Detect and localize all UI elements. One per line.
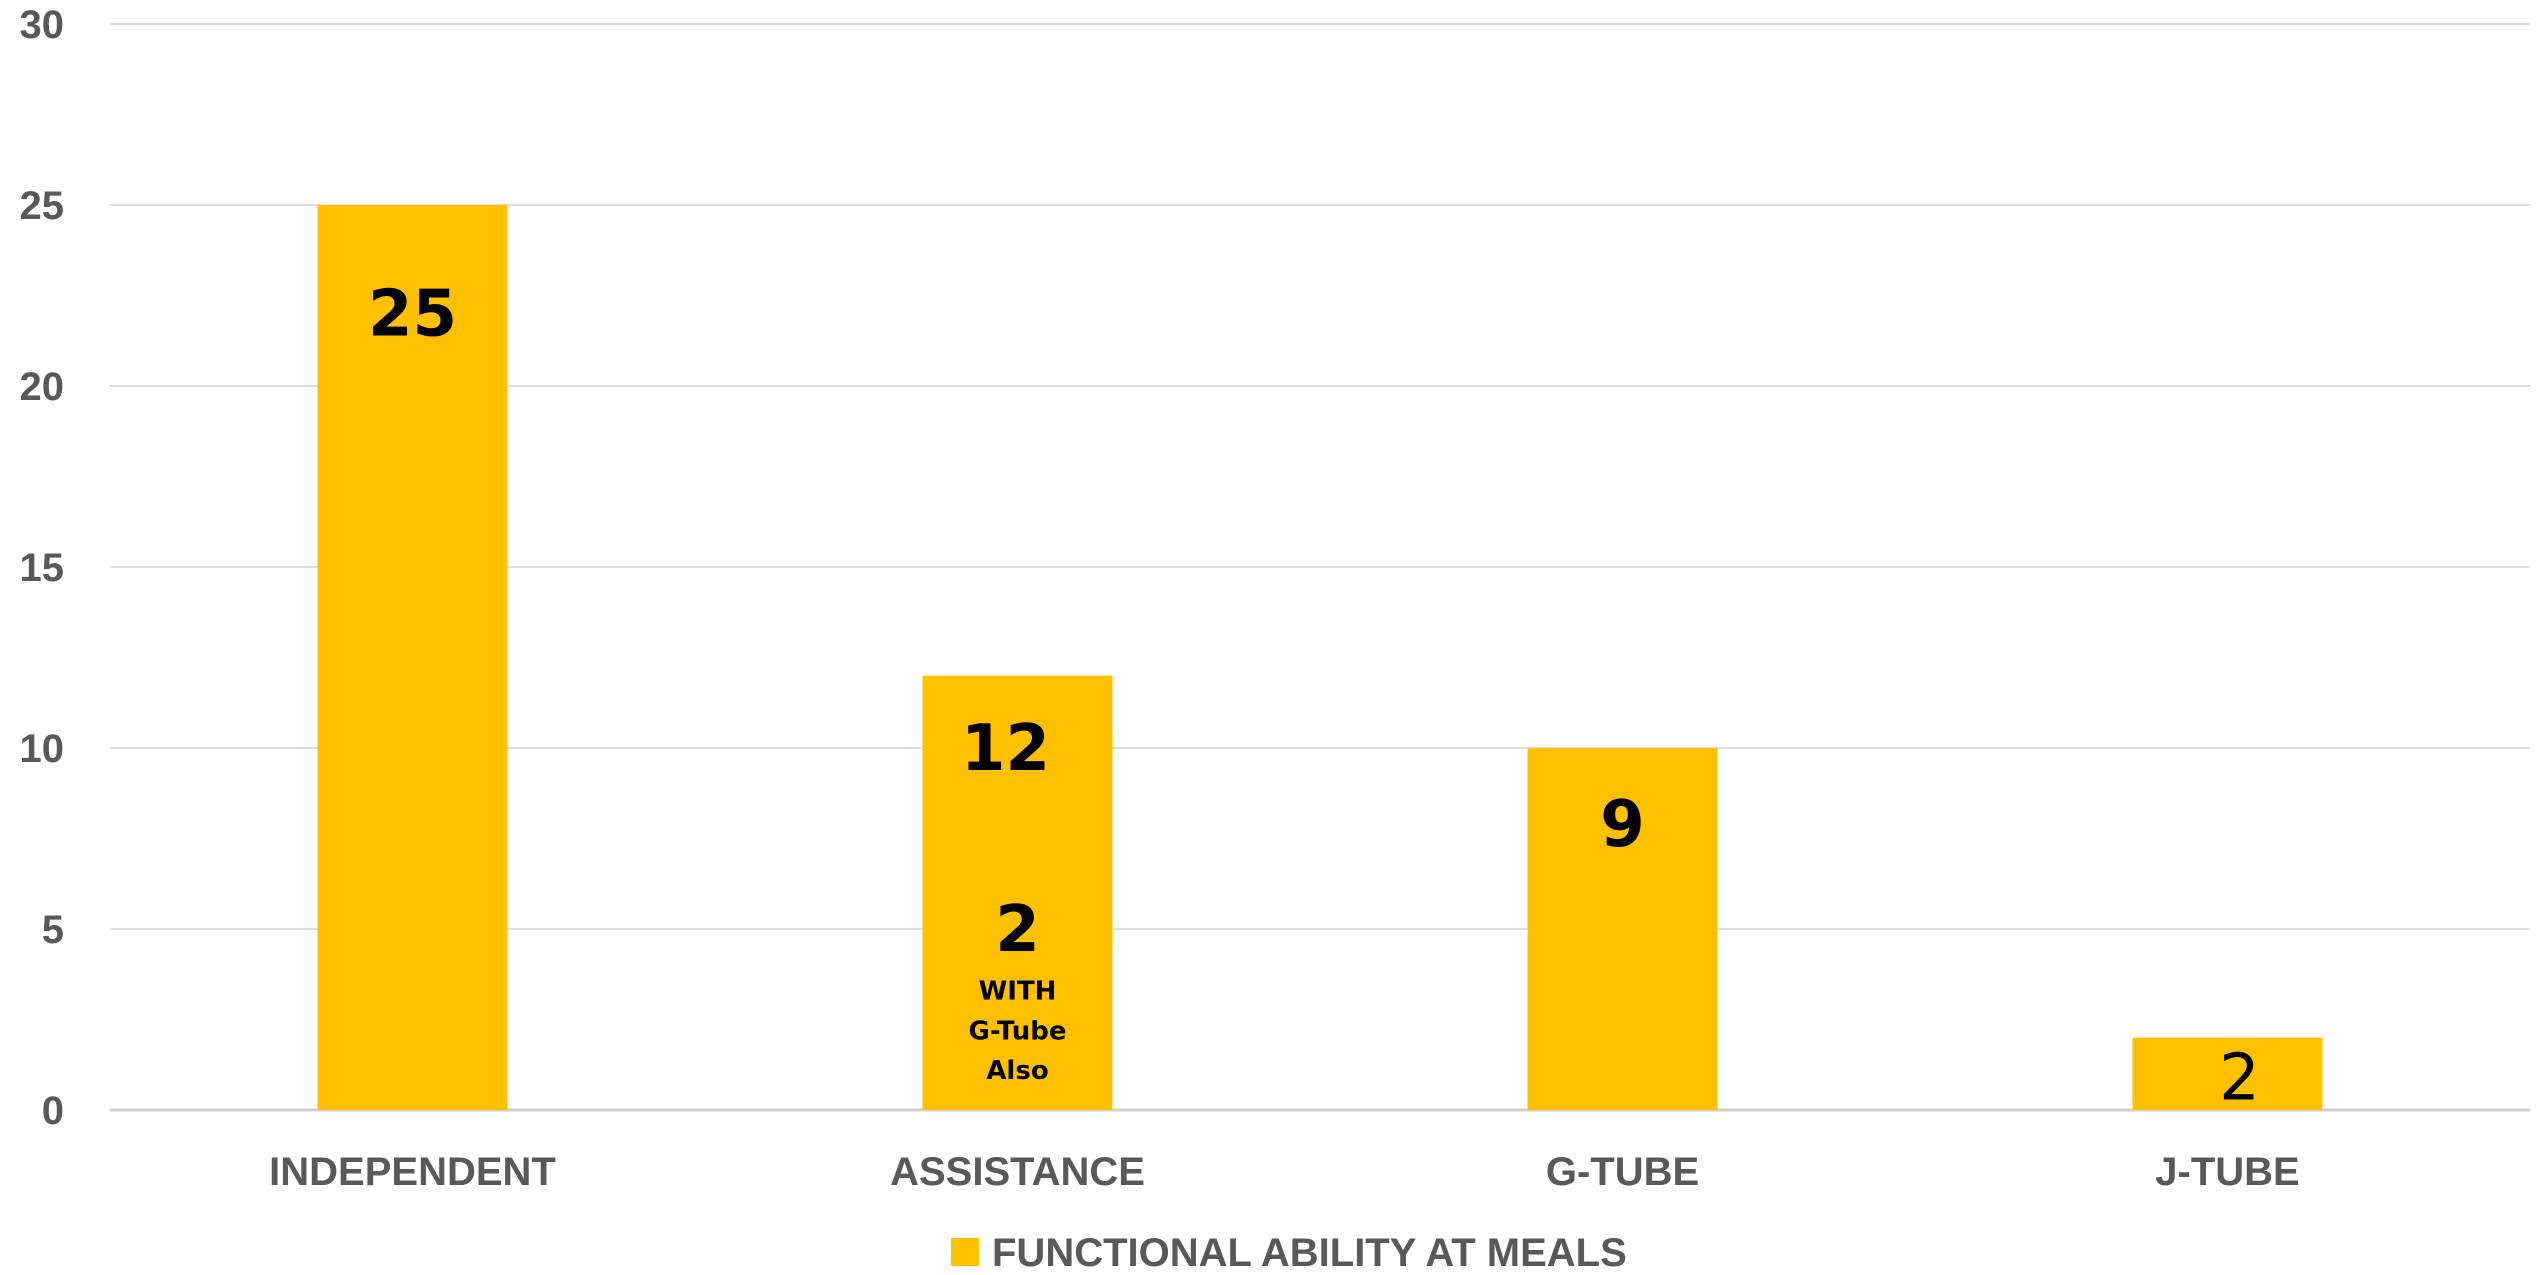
- data-label: 12: [961, 712, 1050, 786]
- data-label: WITH: [979, 977, 1057, 1007]
- y-tick-label: 10: [20, 727, 65, 771]
- bar-g-tube: [1527, 748, 1718, 1110]
- legend-label: FUNCTIONAL ABILITY AT MEALS: [992, 1231, 1627, 1275]
- data-label: 2: [995, 893, 1040, 967]
- y-tick-label: 15: [20, 546, 65, 590]
- bar-j-tube: [2132, 1037, 2323, 1110]
- legend-swatch: [951, 1238, 979, 1266]
- y-axis: 0 5 10 15 20 25 30: [20, 3, 65, 1133]
- bar-assistance: [922, 675, 1113, 1110]
- y-tick-label: 5: [42, 908, 64, 952]
- data-label: 2: [2219, 1041, 2260, 1115]
- data-label: Also: [986, 1056, 1048, 1086]
- y-tick-label: 20: [20, 365, 65, 409]
- x-tick-label: ASSISTANCE: [890, 1150, 1145, 1194]
- data-label: 25: [368, 278, 457, 352]
- y-tick-label: 25: [20, 184, 65, 228]
- x-tick-label: G-TUBE: [1546, 1150, 1699, 1194]
- data-labels: 25 12 2 WITH G-Tube Also 9 2: [368, 278, 2260, 1116]
- x-axis: INDEPENDENT ASSISTANCE G-TUBE J-TUBE: [269, 1150, 2300, 1194]
- x-tick-label: J-TUBE: [2155, 1150, 2299, 1194]
- legend: FUNCTIONAL ABILITY AT MEALS: [951, 1231, 1627, 1275]
- bars: [317, 205, 2323, 1110]
- y-tick-label: 0: [42, 1089, 64, 1133]
- y-tick-label: 30: [20, 3, 65, 47]
- data-label: 9: [1600, 788, 1645, 862]
- gridlines: [110, 23, 2530, 1112]
- bar-independent: [317, 205, 508, 1110]
- data-label: G-Tube: [969, 1016, 1067, 1046]
- x-tick-label: INDEPENDENT: [269, 1150, 556, 1194]
